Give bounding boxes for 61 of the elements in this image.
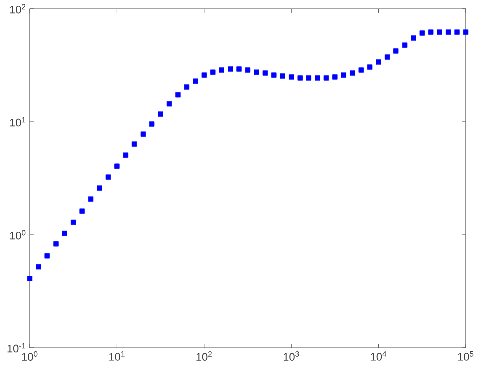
point bbox=[298, 76, 303, 81]
x-tick-label: 10$^{0}$ bbox=[22, 352, 38, 361]
point bbox=[210, 70, 216, 75]
point bbox=[27, 276, 33, 282]
point bbox=[123, 152, 129, 158]
point bbox=[80, 208, 85, 214]
y-tick-label: 10$^{-1}$ bbox=[8, 343, 26, 353]
point bbox=[184, 84, 190, 90]
point bbox=[62, 230, 68, 236]
y-tick-label: 10$^{0}$ bbox=[10, 230, 26, 240]
point bbox=[166, 102, 172, 107]
point bbox=[132, 142, 138, 147]
point bbox=[149, 122, 155, 127]
point bbox=[228, 66, 234, 72]
x-tick-label: 10$^{5}$ bbox=[458, 352, 474, 361]
point bbox=[358, 68, 364, 73]
point bbox=[114, 164, 120, 169]
point bbox=[54, 242, 59, 247]
y-tick-label: 10$^{1}$ bbox=[10, 117, 26, 127]
point bbox=[306, 76, 312, 81]
point bbox=[272, 72, 277, 78]
point bbox=[463, 30, 469, 35]
point bbox=[193, 78, 198, 84]
point bbox=[70, 220, 76, 226]
point bbox=[97, 186, 102, 191]
point bbox=[236, 66, 242, 72]
point bbox=[454, 30, 460, 35]
point bbox=[341, 72, 346, 78]
point bbox=[402, 42, 408, 48]
point bbox=[44, 254, 50, 259]
point bbox=[324, 76, 330, 81]
point bbox=[367, 64, 373, 70]
point bbox=[36, 264, 42, 270]
x-tick-label: 10$^{3}$ bbox=[284, 352, 300, 361]
point bbox=[280, 74, 286, 79]
point bbox=[428, 30, 434, 35]
point bbox=[332, 74, 338, 80]
point bbox=[411, 36, 416, 41]
point bbox=[315, 76, 320, 81]
point bbox=[88, 196, 94, 202]
point bbox=[289, 74, 294, 80]
point bbox=[254, 70, 260, 75]
x-tick-label: 10$^{1}$ bbox=[110, 352, 125, 361]
point bbox=[350, 70, 356, 76]
point bbox=[245, 68, 251, 73]
point bbox=[202, 72, 207, 78]
point bbox=[420, 30, 425, 36]
point bbox=[262, 70, 268, 76]
point bbox=[106, 174, 112, 180]
point bbox=[446, 30, 452, 35]
x-tick-label: 10$^{4}$ bbox=[371, 352, 387, 361]
point bbox=[219, 68, 224, 73]
point bbox=[437, 30, 442, 35]
x-tick-label: 10$^{2}$ bbox=[196, 352, 212, 361]
point bbox=[384, 54, 390, 60]
point bbox=[158, 112, 164, 117]
point bbox=[394, 48, 399, 54]
point bbox=[140, 132, 146, 137]
point bbox=[176, 92, 181, 98]
y-tick-label: 10$^{2}$ bbox=[10, 4, 26, 14]
point bbox=[376, 60, 382, 65]
